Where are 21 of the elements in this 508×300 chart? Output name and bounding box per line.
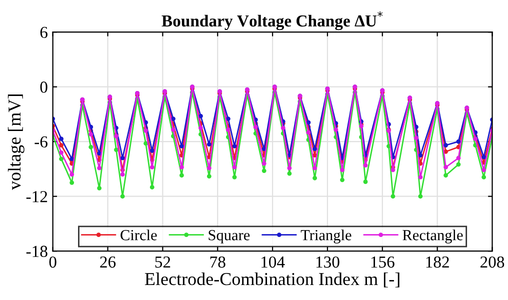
x-tick-label: 130 [316, 256, 340, 268]
legend-label: Rectangle [402, 230, 463, 244]
x-tick-label: 104 [262, 256, 285, 268]
y-axis-title: voltage [mV] [8, 94, 24, 190]
x-tick-label: 26 [100, 256, 116, 268]
x-tick-label: 156 [371, 256, 394, 268]
x-tick-label: 78 [210, 256, 226, 268]
x-tick-label: 0 [49, 256, 56, 268]
y-tick-label: -18 [26, 246, 48, 258]
x-tick-label: 52 [155, 256, 170, 268]
legend-label: Circle [120, 230, 157, 240]
chart-title: Boundary Voltage Change ΔU$^{*}$ [162, 11, 383, 30]
y-tick-label: -6 [34, 136, 48, 148]
y-tick-label: 0 [40, 82, 48, 93]
legend-label: Square [208, 230, 250, 244]
x-tick-label: 208 [480, 256, 504, 268]
legend-label: Triangle [300, 230, 352, 244]
x-tick-label: 182 [426, 256, 449, 268]
x-axis-title: Electrode-Combination Index m [-] [144, 272, 400, 288]
y-tick-label: -12 [26, 191, 48, 202]
y-tick-label: 6 [40, 26, 48, 38]
